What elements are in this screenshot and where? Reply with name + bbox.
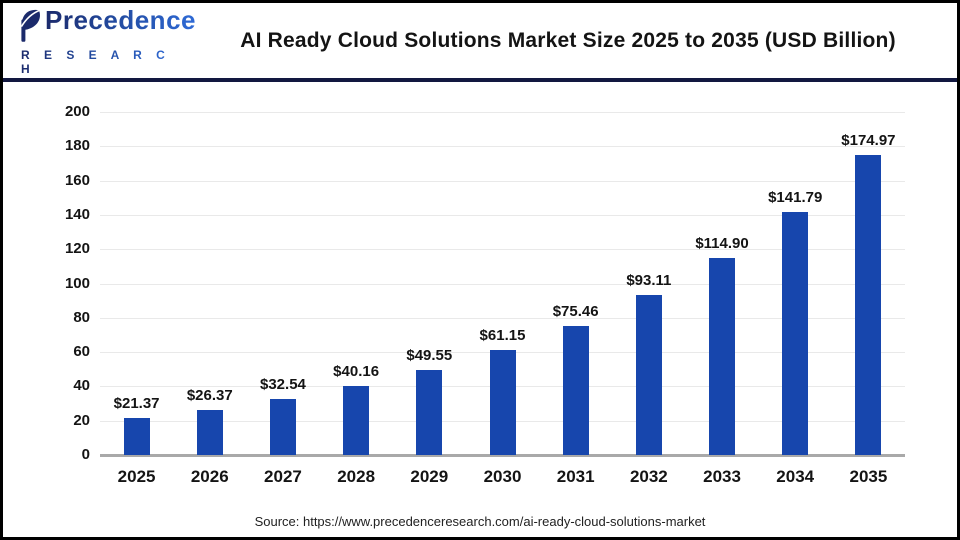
bar-value-label: $21.37 bbox=[113, 395, 160, 412]
bar bbox=[562, 326, 589, 455]
bar-value-label: $141.79 bbox=[768, 189, 823, 206]
bar bbox=[709, 258, 736, 455]
y-axis-tick-label: 100 bbox=[64, 274, 90, 292]
bar-chart-plot-area: 0 20 40 60 80 100 120 140 160 180 200 $21.37 2025 $26… bbox=[65, 103, 905, 486]
x-axis-tick-label: 2034 bbox=[776, 467, 815, 486]
y-axis-tick-label: 180 bbox=[64, 137, 90, 155]
gridline bbox=[100, 283, 905, 285]
bar-value-label: $75.46 bbox=[552, 303, 599, 320]
y-axis-tick-label: 140 bbox=[64, 205, 90, 223]
y-axis-tick-label: 200 bbox=[64, 103, 90, 120]
x-axis-tick-label: 2027 bbox=[264, 467, 302, 486]
bar bbox=[416, 370, 443, 455]
bar bbox=[635, 295, 662, 455]
y-axis-tick-label: 80 bbox=[73, 308, 90, 326]
x-axis-tick-label: 2030 bbox=[483, 467, 522, 486]
y-axis-tick-label: 160 bbox=[64, 171, 90, 189]
header-divider bbox=[3, 78, 957, 82]
page-title: AI Ready Cloud Solutions Market Size 202… bbox=[240, 28, 896, 52]
x-axis-tick-label: 2029 bbox=[410, 467, 449, 486]
bar-value-label: $61.15 bbox=[479, 327, 526, 344]
x-axis-tick-label: 2026 bbox=[190, 467, 229, 486]
y-axis-tick-label: 60 bbox=[73, 343, 90, 361]
bar bbox=[782, 212, 809, 455]
precedence-leaf-icon bbox=[19, 8, 43, 47]
gridline bbox=[100, 180, 905, 182]
bar bbox=[855, 155, 882, 455]
brand-logo: Precedence R E S E A R C H bbox=[3, 6, 195, 76]
bar bbox=[343, 386, 370, 455]
brand-subtitle: R E S E A R C H bbox=[19, 48, 179, 76]
bar bbox=[196, 410, 223, 455]
x-axis-tick-label: 2033 bbox=[703, 467, 741, 486]
y-axis-tick-label: 40 bbox=[73, 377, 90, 395]
y-axis-tick-label: 120 bbox=[64, 240, 90, 258]
x-axis-tick-label: 2028 bbox=[337, 467, 376, 486]
bar-value-label: $32.54 bbox=[260, 376, 306, 393]
bar bbox=[123, 418, 150, 455]
gridline bbox=[100, 214, 905, 216]
brand-name: Precedence bbox=[45, 4, 196, 35]
gridline bbox=[100, 146, 905, 148]
x-axis-tick-label: 2035 bbox=[849, 467, 888, 486]
x-axis-tick-label: 2031 bbox=[556, 467, 595, 486]
bar-value-label: $174.97 bbox=[841, 132, 896, 149]
y-axis-tick-label: 20 bbox=[73, 411, 90, 429]
y-axis-tick-label: 0 bbox=[81, 446, 90, 463]
x-axis-tick-label: 2032 bbox=[629, 467, 668, 486]
gridline bbox=[100, 317, 905, 319]
bar-value-label: $26.37 bbox=[186, 387, 233, 404]
bar-value-label: $49.55 bbox=[406, 347, 453, 364]
source-text: Source: https://www.precedenceresearch.c… bbox=[254, 514, 706, 529]
bar-value-label: $40.16 bbox=[333, 363, 380, 380]
bar bbox=[489, 350, 516, 455]
gridline bbox=[100, 249, 905, 251]
bar bbox=[269, 399, 296, 455]
header: Precedence R E S E A R C H AI Ready Clou… bbox=[3, 3, 957, 78]
gridline bbox=[100, 112, 905, 113]
bar-value-label: $114.90 bbox=[695, 235, 749, 252]
x-axis-line bbox=[100, 454, 905, 457]
bar-value-label: $93.11 bbox=[626, 272, 672, 289]
x-axis-tick-label: 2025 bbox=[117, 467, 156, 486]
